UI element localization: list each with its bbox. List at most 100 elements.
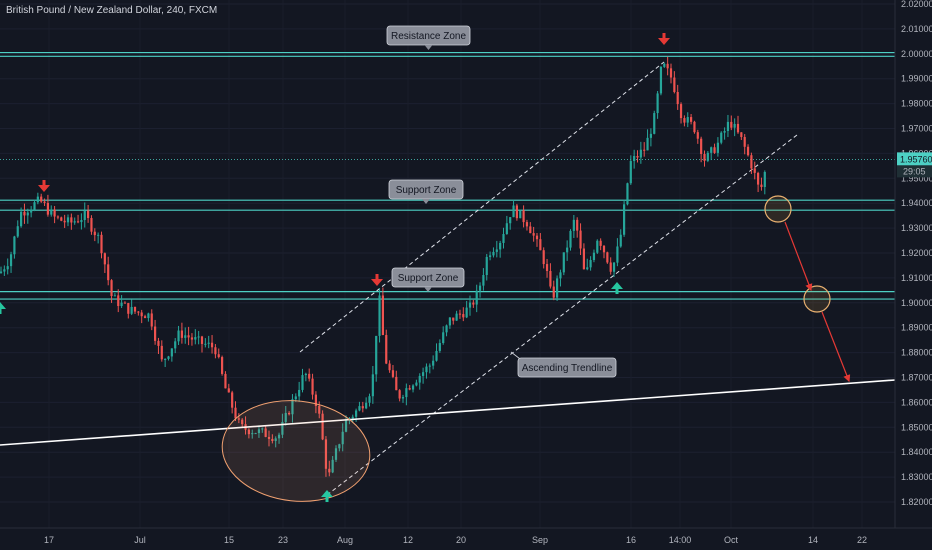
candle-body [388, 363, 391, 371]
candle-body [465, 307, 468, 318]
candle-body [291, 399, 294, 415]
candle-body [716, 142, 719, 153]
candle-body [107, 264, 110, 281]
y-tick-label: 1.94000 [901, 198, 932, 208]
candle-body [408, 388, 411, 390]
candle-body [83, 210, 86, 221]
candle-body [174, 341, 177, 349]
candle-body [334, 448, 338, 460]
candle-body [633, 155, 636, 162]
target-circle [803, 285, 831, 313]
candle-body [529, 226, 532, 234]
arrow-shaft [662, 33, 666, 39]
arrow-shaft [0, 308, 2, 314]
candle-body [60, 217, 63, 221]
y-tick-label: 2.00000 [901, 49, 932, 59]
candle-body [241, 419, 244, 425]
arrow-head [321, 490, 333, 497]
callout-label: Support Zone [396, 185, 457, 196]
y-axis: 2.02000 2.01000 2.00000 1.99000 1.98000 1.970… [894, 0, 932, 528]
candle-body [324, 439, 328, 469]
candle-body [458, 313, 462, 315]
candle-body [344, 419, 348, 432]
candle-body [673, 77, 676, 93]
y-tick-label: 1.91000 [901, 273, 932, 283]
candle-body [519, 210, 522, 219]
candle-body [636, 155, 639, 158]
candle-body [137, 311, 140, 313]
candle-body [475, 290, 478, 305]
countdown-label: 29:05 [903, 166, 926, 176]
candle-body [187, 335, 190, 338]
highlight-ellipse [221, 400, 371, 502]
arrow-shaft [615, 288, 619, 294]
candle-body [609, 262, 612, 272]
candle-body [435, 350, 438, 361]
candle-body [271, 438, 274, 441]
candle-body [706, 152, 709, 161]
candle-body [659, 66, 663, 94]
candle-body [351, 416, 354, 419]
candle-body [76, 221, 80, 223]
y-tick-label: 1.98000 [901, 99, 932, 109]
candle-body [401, 397, 405, 399]
projection-arrow [784, 221, 813, 292]
candle-body [569, 230, 572, 248]
target-circle [764, 195, 792, 223]
x-tick-label: Jul [134, 535, 146, 545]
candle-body [432, 360, 435, 366]
candle-body [97, 234, 100, 236]
candle-body [184, 335, 187, 338]
candle-body [341, 431, 344, 445]
candle-body [56, 216, 60, 218]
signal-arrow-up [321, 490, 333, 502]
candle-body [200, 336, 204, 344]
channel-lower-line [326, 134, 798, 496]
x-tick-label: 22 [857, 535, 867, 545]
candle-body [16, 226, 19, 237]
candle-body [167, 356, 170, 359]
y-tick-label: 1.88000 [901, 348, 932, 358]
x-tick-label: 17 [44, 535, 54, 545]
candle-body [763, 172, 766, 187]
candle-body [495, 249, 498, 252]
candle-body [542, 250, 545, 265]
candle-body [559, 272, 562, 279]
callout-label: Support Zone [398, 273, 459, 284]
candle-body [549, 271, 552, 287]
candle-body [133, 306, 137, 312]
candle-body [492, 251, 495, 256]
candle-body [221, 357, 224, 374]
y-tick-label: 1.85000 [901, 422, 932, 432]
candle-body [311, 378, 314, 395]
candle-body [556, 278, 559, 298]
candle-body [442, 332, 445, 344]
candle-body [696, 132, 699, 139]
candle-body [227, 388, 230, 393]
candle-body [482, 275, 485, 286]
candle-body [288, 412, 291, 415]
candle-body [6, 266, 9, 270]
candle-body [46, 202, 49, 215]
candle-body [757, 172, 760, 185]
candle-body [606, 252, 609, 263]
candle-body [455, 313, 458, 321]
candle-body [277, 434, 281, 439]
candle-body [80, 220, 83, 223]
y-tick-label: 1.86000 [901, 397, 932, 407]
countdown-tag: 29:05 [897, 165, 932, 178]
candle-body [164, 358, 167, 360]
candle-body [740, 132, 743, 138]
candle-body [0, 271, 3, 273]
candle-body [649, 133, 652, 138]
candle-body [710, 147, 713, 153]
candle-body [616, 246, 619, 263]
x-tick-label: 12 [403, 535, 413, 545]
candle-body [234, 407, 237, 419]
candle-body [623, 204, 626, 235]
zones [0, 51, 895, 300]
callout-label: Resistance Zone [391, 31, 466, 42]
candle-body [452, 317, 455, 321]
y-tick-label: 1.82000 [901, 497, 932, 507]
